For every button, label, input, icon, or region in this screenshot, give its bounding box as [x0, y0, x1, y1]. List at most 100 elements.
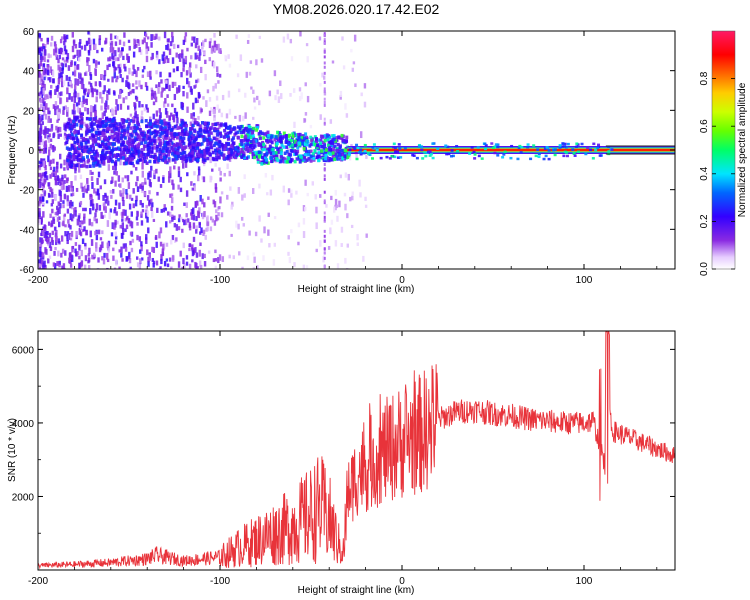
heatmap-cell [202, 40, 205, 48]
heatmap-cell [200, 108, 203, 113]
heatmap-cell [232, 126, 236, 130]
heatmap-cell [138, 158, 142, 162]
heatmap-cell [243, 127, 247, 131]
heatmap-cell [145, 47, 148, 55]
heatmap-cell [69, 235, 73, 241]
heatmap-cell [56, 175, 60, 181]
heatmap-cell [321, 72, 324, 78]
heatmap-cell [114, 106, 118, 112]
heatmap-cell [282, 131, 286, 136]
heatmap-cell [119, 103, 123, 110]
heatmap-cell [77, 166, 81, 173]
heatmap-cell [110, 194, 113, 199]
heatmap-cell [52, 48, 56, 56]
heatmap-cell [176, 149, 180, 153]
heatmap-cell [81, 161, 85, 165]
heatmap-cell [493, 151, 497, 155]
heatmap-cell [206, 226, 209, 232]
heatmap-cell [115, 122, 119, 126]
heatmap-cell [445, 152, 449, 156]
heatmap-cell [122, 199, 125, 207]
heatmap-cell [175, 112, 178, 117]
heatmap-cell [128, 45, 131, 51]
heatmap-cell [216, 206, 220, 211]
heatmap-cell [306, 140, 310, 144]
heatmap-cell [151, 210, 154, 218]
heatmap-cell [55, 229, 58, 237]
heatmap-cell [188, 157, 192, 162]
heatmap-cell [132, 203, 135, 209]
heatmap-cell [236, 149, 240, 153]
heatmap-cell [184, 127, 188, 131]
heatmap-cell [183, 132, 187, 136]
heatmap-cell [138, 127, 142, 132]
heatmap-cell [297, 222, 301, 228]
heatmap-cell [218, 108, 221, 113]
heatmap-cell [63, 59, 67, 63]
heatmap-cell [121, 192, 125, 199]
heatmap-cell [292, 88, 296, 93]
heatmap-cell [38, 212, 41, 217]
heatmap-cell [252, 116, 255, 120]
heatmap-cell [220, 142, 224, 147]
heatmap-cell [337, 157, 341, 161]
heatmap-cell [182, 90, 185, 97]
heatmap-cell [252, 140, 256, 144]
heatmap-cell [123, 136, 127, 140]
heatmap-cell [589, 148, 593, 152]
heatmap-cell [146, 71, 150, 78]
heatmap-cell [150, 125, 154, 129]
heatmap-cell [100, 105, 103, 111]
heatmap-cell [52, 104, 56, 109]
heatmap-cell [157, 176, 160, 182]
heatmap-cell [161, 126, 165, 131]
heatmap-cell [267, 212, 270, 217]
heatmap-cell [98, 131, 102, 136]
heatmap-cell [57, 94, 60, 99]
heatmap-cell [348, 148, 352, 151]
heatmap-cell [147, 172, 150, 180]
heatmap-cell [204, 38, 207, 43]
heatmap-cell [303, 155, 307, 160]
heatmap-cell [225, 134, 229, 139]
heatmap-cell [132, 188, 135, 194]
heatmap-cell [117, 47, 120, 53]
snr-series-line [38, 331, 675, 570]
heatmap-cell [136, 143, 140, 147]
heatmap-cell [496, 143, 500, 146]
heatmap-cell [145, 124, 149, 129]
heatmap-cell [83, 185, 87, 193]
heatmap-cell [114, 180, 117, 187]
heatmap-cell [287, 199, 290, 206]
heatmap-cell [279, 155, 283, 159]
heatmap-cell [161, 54, 164, 61]
heatmap-cell [82, 95, 85, 102]
heatmap-cell [215, 157, 219, 162]
heatmap-cell [208, 110, 212, 117]
heatmap-cell [226, 155, 230, 159]
heatmap-cell [119, 212, 123, 216]
heatmap-cell [162, 243, 165, 251]
heatmap-cell [91, 171, 94, 175]
heatmap-cell [186, 106, 189, 113]
heatmap-cell [111, 159, 115, 164]
snr-y-tick-label: 4000 [12, 419, 35, 430]
heatmap-cell [56, 161, 59, 169]
heatmap-cell [306, 56, 309, 63]
heatmap-cell [289, 93, 292, 97]
heatmap-cell [194, 52, 197, 60]
heatmap-cell [163, 128, 167, 133]
heatmap-cell [65, 75, 69, 81]
heatmap-cell [66, 239, 69, 245]
heatmap-cell [225, 147, 229, 151]
heatmap-cell [75, 139, 79, 144]
heatmap-cell [356, 146, 360, 150]
heatmap-cell [168, 142, 172, 147]
heatmap-cell [344, 148, 348, 153]
heatmap-cell [142, 159, 146, 164]
heatmap-cell [230, 138, 234, 142]
heatmap-cell [182, 141, 186, 146]
heatmap-cell [151, 146, 154, 154]
heatmap-cell [59, 182, 62, 187]
heatmap-cell [245, 71, 248, 78]
